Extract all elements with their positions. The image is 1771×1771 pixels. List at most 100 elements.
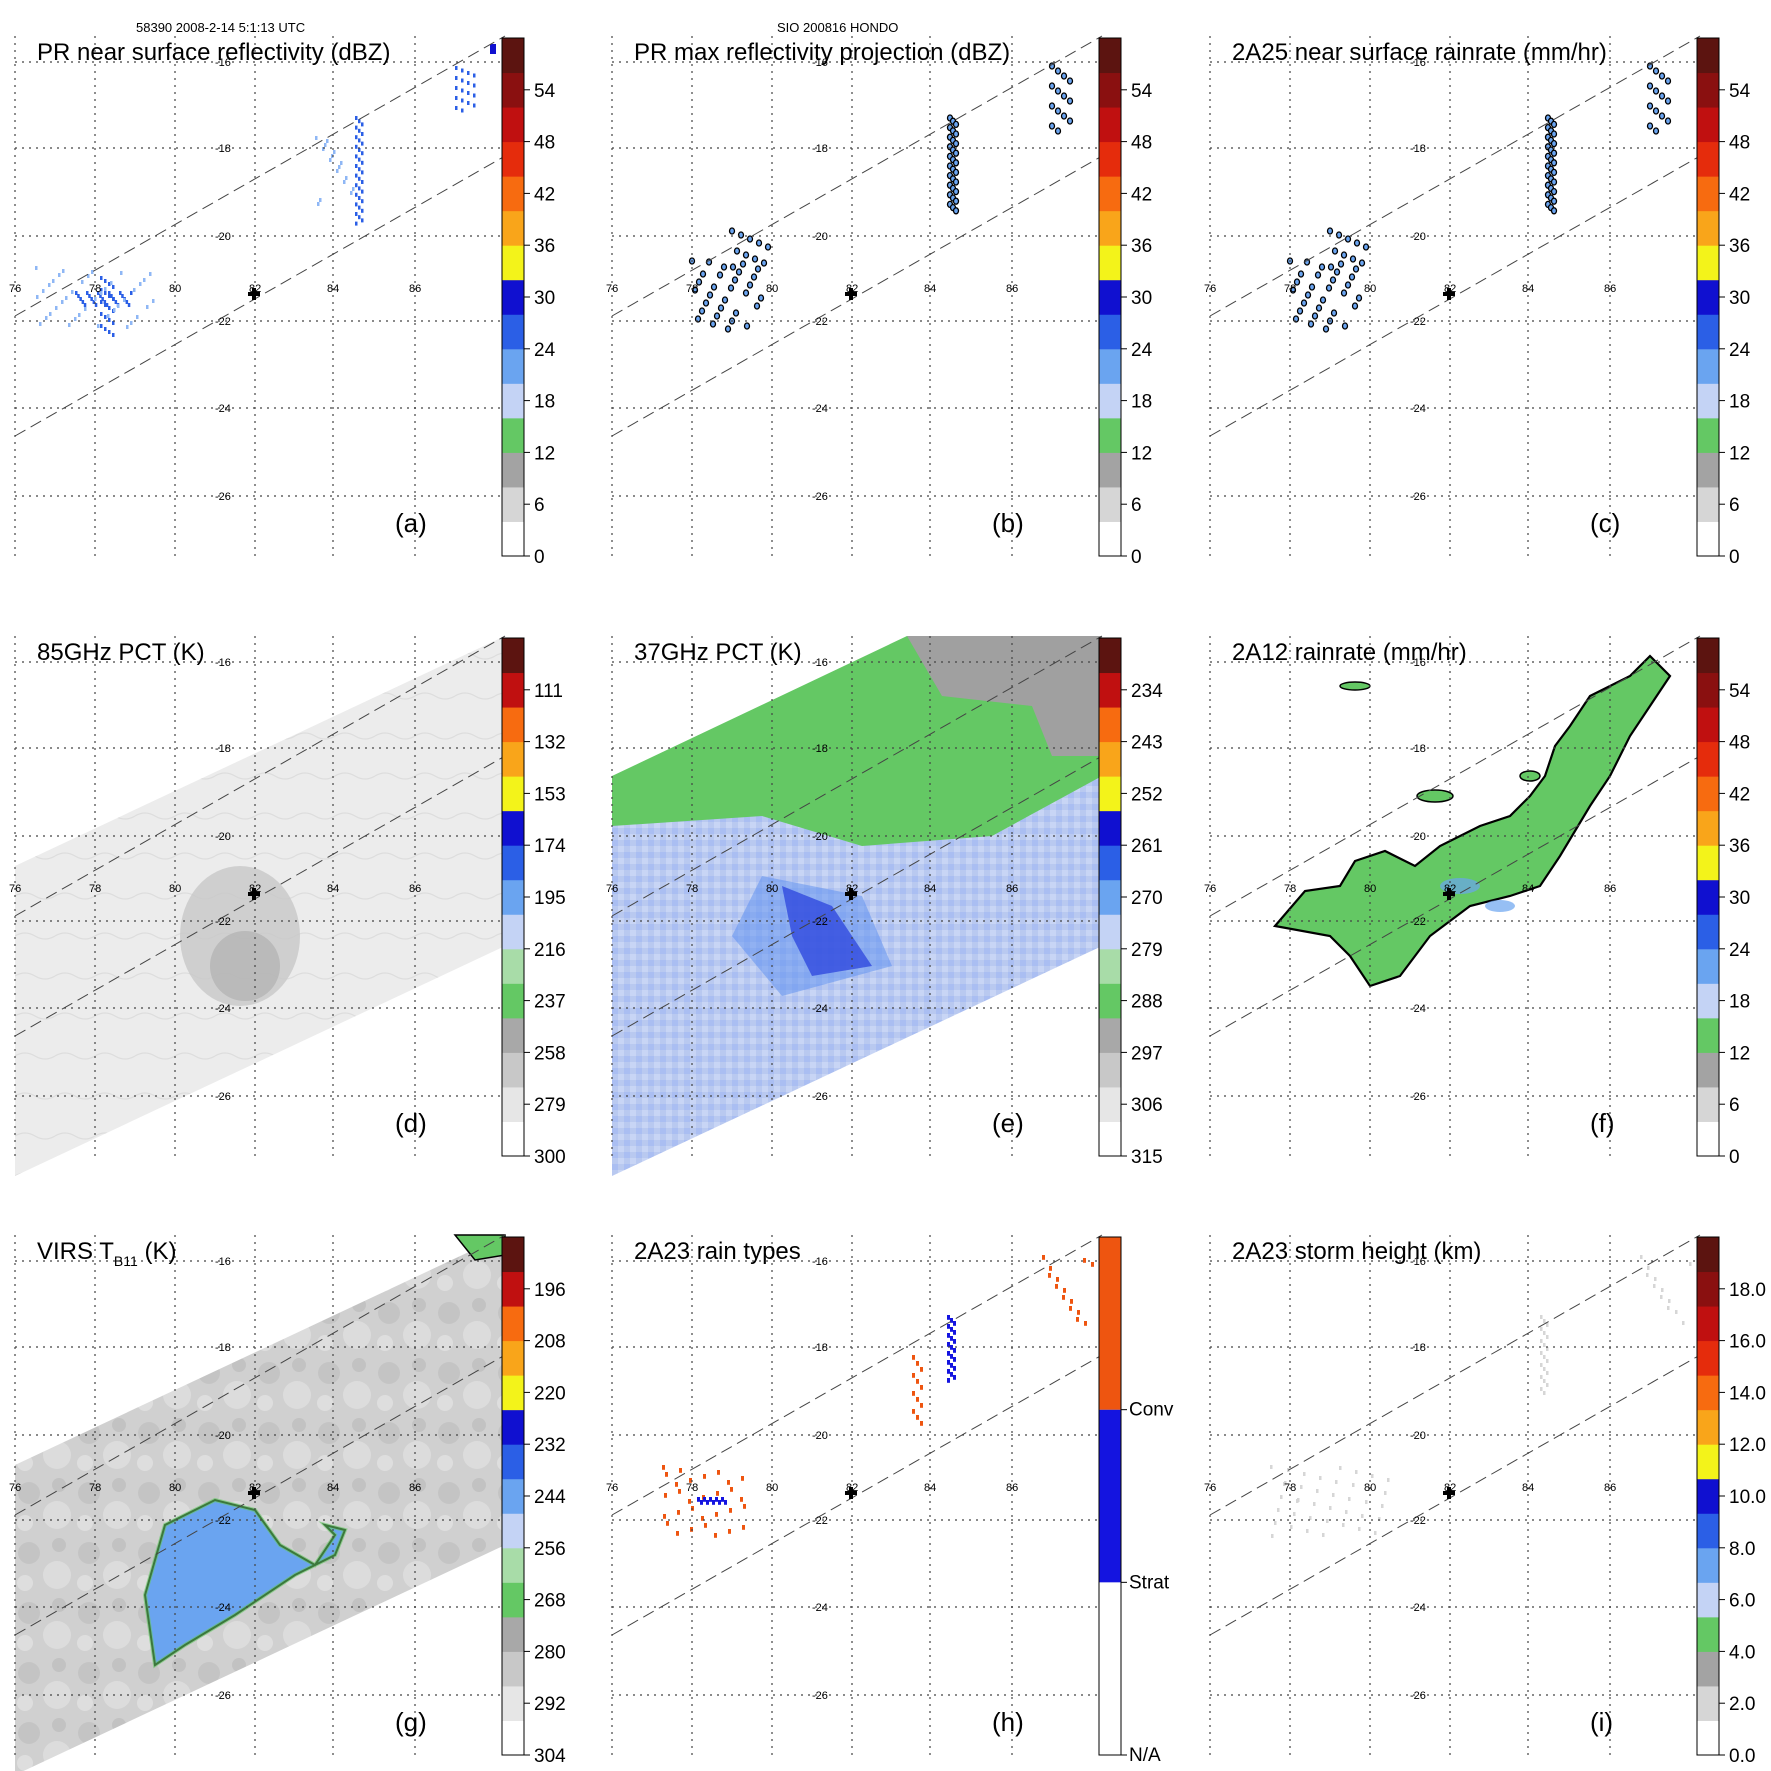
rain-pixel [99, 294, 102, 298]
rain-pixel [1546, 1335, 1549, 1339]
rain-pixel [152, 299, 155, 303]
rain-contour [1344, 235, 1352, 243]
rain-pixel [355, 202, 358, 207]
colorbar-segment [502, 707, 524, 743]
colorbar-segment [1697, 948, 1719, 984]
storm-center-icon [1443, 888, 1455, 900]
panel-title-main: VIRS T [37, 1238, 114, 1265]
rain-contour [746, 281, 754, 289]
lat-label: -26 [1410, 1690, 1426, 1702]
rain-contour [1333, 268, 1341, 276]
rain-pixel [123, 298, 126, 302]
rain-contour [713, 312, 721, 320]
panel-title: 2A23 storm height (km) [1232, 1238, 1481, 1265]
rain-pixel [119, 291, 122, 295]
colorbar: 304 292 280 268 256 244 232 220 208 196 [501, 1236, 566, 1767]
lat-label: -22 [1410, 916, 1426, 928]
colorbar-tick-label: 54 [1131, 81, 1153, 102]
rain-pixel [112, 297, 115, 301]
colorbar-segment [1697, 1616, 1719, 1652]
colorbar-group: N/A Strat Conv [1098, 1236, 1174, 1766]
rain-contour [1550, 178, 1558, 186]
rain-pixel [1654, 1277, 1657, 1281]
rain-pixel [104, 287, 107, 291]
rain-pixel [916, 1415, 919, 1420]
lon-label: 78 [89, 1482, 101, 1494]
rain-contour [720, 263, 728, 271]
lon-label: 76 [1204, 883, 1216, 895]
colorbar-tick-label: 24 [1729, 940, 1751, 961]
colorbar-segment [502, 417, 524, 453]
rain-contour [742, 251, 750, 259]
colorbar-segment [1099, 707, 1121, 743]
rain-pixel [1540, 1387, 1543, 1391]
lon-label: 78 [1284, 883, 1296, 895]
rain-pixel [473, 93, 476, 98]
colorbar-tick-label: 8.0 [1729, 1539, 1755, 1560]
colorbar-tick-label: 0 [1729, 1147, 1740, 1168]
grid-labels: 767880828486-16-18-20-22-24-26 [9, 657, 421, 1103]
rain-pixel [1271, 1534, 1274, 1538]
colorbar-segment [502, 1271, 524, 1307]
rain-contour [1054, 127, 1062, 135]
rain-contour [1314, 271, 1322, 279]
lon-label: 78 [686, 283, 698, 295]
colorbar-tick-label: 111 [534, 681, 563, 702]
rain-pixel [676, 1531, 679, 1536]
rain-pixel [947, 1324, 950, 1329]
colorbar-tick-label: 243 [1131, 733, 1163, 754]
lat-label: -26 [812, 491, 828, 503]
rain-contour [1550, 159, 1558, 167]
rain-pixel [361, 141, 364, 146]
rain-contour [1337, 260, 1345, 268]
colorbar-segment [1099, 914, 1121, 950]
colorbar-segment [502, 107, 524, 143]
rain-pixel [689, 1478, 692, 1483]
rain-contour [1326, 227, 1334, 235]
colorbar-segment [1697, 1513, 1719, 1549]
colorbar-tick-label: 42 [1729, 784, 1750, 805]
rain-pixel [55, 306, 58, 310]
rain-pixel [950, 1363, 953, 1368]
rain-pixel [136, 315, 139, 319]
rain-pixel [1543, 1319, 1546, 1323]
colorbar-segment [1099, 348, 1121, 384]
rain-pixel [1647, 1266, 1650, 1270]
colorbar-tick-label: 36 [1131, 236, 1152, 257]
rain-pixel [108, 282, 111, 286]
rain-contour [1327, 263, 1335, 271]
colorbar-segment [502, 672, 524, 708]
rain-contour [721, 296, 729, 304]
colorbar-segment [1697, 1375, 1719, 1411]
colorbar-segment [1099, 1409, 1121, 1583]
rain-contour [1048, 122, 1056, 130]
rain-pixel [39, 322, 42, 326]
rain-pixel [130, 291, 133, 295]
rain-pixel [35, 266, 38, 270]
colorbar-tick-label: 48 [1131, 133, 1152, 154]
rain-contour [1308, 283, 1316, 291]
rain-pixel [1546, 1347, 1549, 1351]
lat-label: -18 [215, 143, 231, 155]
lat-label: -18 [812, 1342, 828, 1354]
rain-pixel [1077, 1310, 1080, 1315]
data-field [15, 636, 505, 1176]
rain-contour [952, 187, 960, 196]
colorbar-group: 304 292 280 268 256 244 232 220 208 196 [501, 1236, 566, 1767]
colorbar-segment [1099, 948, 1121, 984]
colorbar-segment [1697, 845, 1719, 881]
rain-pixel [677, 1510, 680, 1515]
colorbar-segment [1697, 521, 1719, 557]
rain-pixel [358, 215, 361, 220]
rain-pixel [714, 1533, 717, 1538]
rain-pixel [71, 290, 74, 294]
lat-label: -22 [215, 1515, 231, 1527]
rain-pixel [953, 1348, 956, 1353]
lat-label: -18 [812, 143, 828, 155]
colorbar-tick-label: 0 [534, 547, 545, 568]
lat-label: -24 [215, 1602, 231, 1614]
rain-pixel [107, 314, 110, 318]
rain-pixel [1540, 1351, 1543, 1355]
